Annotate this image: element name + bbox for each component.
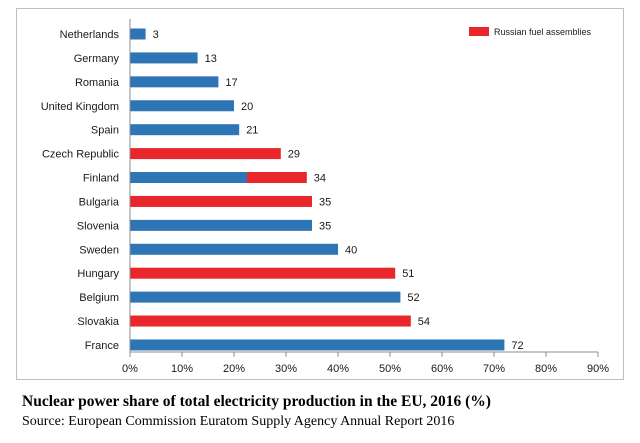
x-tick-label-80: 80% bbox=[535, 363, 557, 375]
category-label-finland: Finland bbox=[83, 173, 119, 185]
value-label-belgium: 52 bbox=[407, 292, 419, 304]
x-tick-label-20: 20% bbox=[223, 363, 245, 375]
category-label-france: France bbox=[85, 340, 119, 352]
bar-finland-segment-1 bbox=[130, 172, 247, 184]
value-label-france: 72 bbox=[511, 340, 523, 352]
category-label-romania: Romania bbox=[75, 77, 120, 89]
value-label-czech-republic: 29 bbox=[288, 149, 300, 161]
bar-romania bbox=[130, 76, 219, 88]
bar-czech-republic bbox=[130, 148, 281, 160]
category-label-netherlands: Netherlands bbox=[60, 29, 120, 41]
category-label-bulgaria: Bulgaria bbox=[79, 196, 120, 208]
bar-spain bbox=[130, 124, 240, 136]
value-label-united-kingdom: 20 bbox=[241, 101, 253, 113]
category-label-belgium: Belgium bbox=[79, 292, 119, 304]
caption-title: Nuclear power share of total electricity… bbox=[22, 393, 491, 410]
x-tick-label-0: 0% bbox=[122, 363, 138, 375]
bar-germany bbox=[130, 52, 198, 64]
category-label-hungary: Hungary bbox=[77, 268, 119, 280]
caption-source: Source: European Commission Euratom Supp… bbox=[22, 414, 455, 429]
x-tick-label-90: 90% bbox=[587, 363, 609, 375]
bar-finland-segment-2 bbox=[247, 172, 307, 184]
bar-bulgaria bbox=[130, 195, 312, 207]
category-label-united-kingdom: United Kingdom bbox=[41, 101, 119, 113]
legend-label: Russian fuel assemblies bbox=[494, 27, 592, 37]
x-tick-label-60: 60% bbox=[431, 363, 453, 375]
value-label-hungary: 51 bbox=[402, 268, 414, 280]
value-label-slovakia: 54 bbox=[418, 316, 430, 328]
value-label-netherlands: 3 bbox=[153, 29, 159, 41]
bar-slovakia bbox=[130, 315, 411, 327]
value-label-sweden: 40 bbox=[345, 244, 357, 256]
chart-frame: Netherlands 3 Germany 13 Romania 17 United Kin… bbox=[16, 8, 624, 380]
value-label-germany: 13 bbox=[205, 53, 217, 65]
labels-layer: Netherlands 3 Germany 13 Romania 17 United Kin… bbox=[41, 29, 524, 352]
value-label-spain: 21 bbox=[246, 125, 258, 137]
legend: Russian fuel assemblies bbox=[469, 27, 592, 37]
category-label-slovenia: Slovenia bbox=[77, 220, 120, 232]
x-tick-label-10: 10% bbox=[171, 363, 193, 375]
category-label-czech-republic: Czech Republic bbox=[42, 149, 120, 161]
bar-chart: Netherlands 3 Germany 13 Romania 17 United Kin… bbox=[41, 19, 609, 375]
value-label-romania: 17 bbox=[225, 77, 237, 89]
category-label-spain: Spain bbox=[91, 125, 119, 137]
category-label-slovakia: Slovakia bbox=[77, 316, 119, 328]
bar-slovenia bbox=[130, 219, 312, 231]
category-label-sweden: Sweden bbox=[79, 244, 119, 256]
x-tick-label-50: 50% bbox=[379, 363, 401, 375]
x-tick-label-70: 70% bbox=[483, 363, 505, 375]
value-label-slovenia: 35 bbox=[319, 220, 331, 232]
bar-netherlands bbox=[130, 28, 146, 40]
value-label-bulgaria: 35 bbox=[319, 196, 331, 208]
bar-united-kingdom bbox=[130, 100, 234, 112]
x-tick-label-40: 40% bbox=[327, 363, 349, 375]
bar-belgium bbox=[130, 291, 401, 303]
x-tick-label-30: 30% bbox=[275, 363, 297, 375]
x-axis: 0% 10% 20% 30% 40% 50% 60% 70% 80% 90% bbox=[122, 19, 609, 375]
category-label-germany: Germany bbox=[74, 53, 120, 65]
value-label-finland: 34 bbox=[314, 173, 326, 185]
bar-hungary bbox=[130, 267, 396, 279]
bars-layer bbox=[130, 28, 505, 351]
bar-sweden bbox=[130, 243, 338, 255]
bar-france bbox=[130, 339, 505, 351]
legend-swatch bbox=[469, 27, 489, 36]
